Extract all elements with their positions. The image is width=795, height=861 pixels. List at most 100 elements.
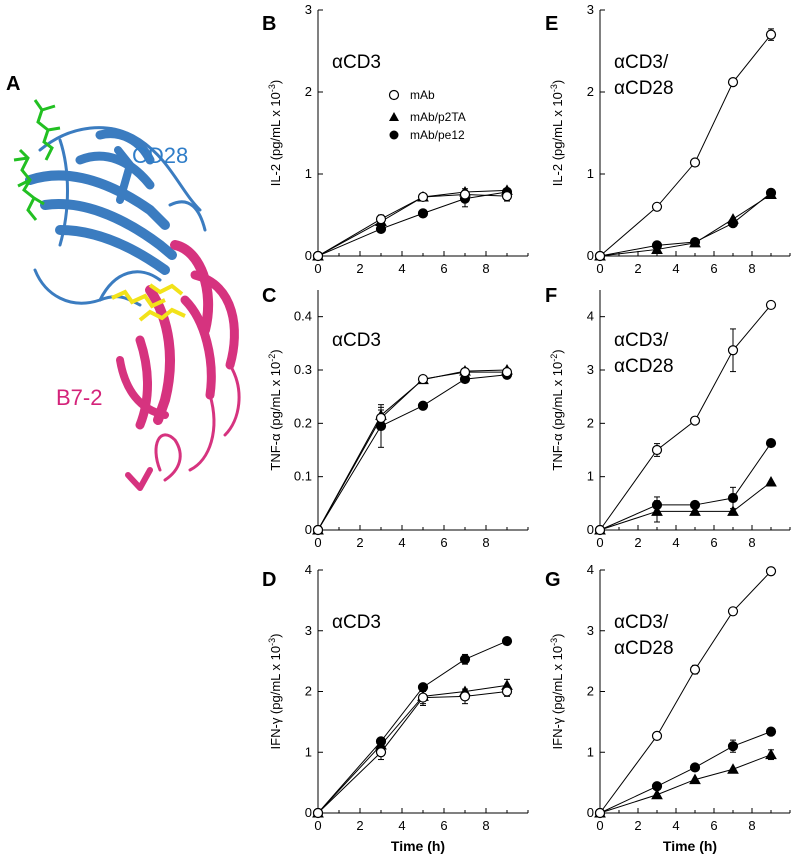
panel-g-y-tick-label: 3 xyxy=(587,623,594,638)
panel-g-data-point-open-circle xyxy=(651,730,663,741)
panel-b-condition-label: αCD3 xyxy=(332,52,381,73)
chart-panel-g: G 0 1 2 3 4 0 2 4 6 8 IFN-γ (pg/mL x 10-3) Time (h) α… xyxy=(545,562,791,854)
panel-e-y-tick-label: 1 xyxy=(587,166,594,181)
panel-g-data-point-open-circle xyxy=(594,807,606,819)
panel-g-series-line-mab-pe12 xyxy=(599,731,772,814)
panel-b-x-tick-label: 4 xyxy=(398,261,405,276)
panel-c-data-point-open-circle xyxy=(312,524,324,536)
panel-d-y-tick-label: 1 xyxy=(305,744,312,759)
panel-g-data-point-triangle xyxy=(689,773,701,785)
chart-panel-e: E 0 1 2 3 0 2 4 6 8 IL-2 (pg/mL x 10-3) αCD3/αCD28 xyxy=(545,2,791,276)
panel-c-x-tick-label: 2 xyxy=(356,535,363,550)
panel-g-data-point-open-circle xyxy=(765,566,777,577)
panel-d-series-line-mab xyxy=(317,691,508,814)
panel-f-y-tick-label: 2 xyxy=(587,415,594,430)
panel-g-x-tick-label: 2 xyxy=(634,818,641,833)
panel-b-x-tick-label: 2 xyxy=(356,261,363,276)
panel-g-y-tick-label: 1 xyxy=(587,744,594,759)
panel-e-data-point-triangle xyxy=(765,188,777,199)
panel-d-x-tick-label: 6 xyxy=(440,818,447,833)
panel-b-y-tick-label: 0 xyxy=(305,248,312,263)
panel-e-data-point-open-circle xyxy=(594,250,606,262)
panel-e-data-point-open-circle xyxy=(727,77,739,88)
panel-g-condition-label: αCD28 xyxy=(614,638,674,659)
panel-f-data-point-triangle xyxy=(689,505,701,516)
panel-d-x-tick-label: 0 xyxy=(314,818,321,833)
panel-b-letter: B xyxy=(262,13,276,35)
panel-d-data-point-open-circle xyxy=(417,692,429,703)
panel-c-y-axis-label: TNF-α (pg/mL x 10-2) xyxy=(267,349,283,470)
panel-b-x-tick-label: 8 xyxy=(482,261,489,276)
panel-b-y-tick-label: 3 xyxy=(305,2,312,17)
panel-d-condition-label: αCD3 xyxy=(332,612,381,633)
panel-f-data-point-triangle xyxy=(765,475,777,487)
panel-g-data-point-open-circle xyxy=(727,606,739,617)
panel-d-data-point-open-circle xyxy=(312,807,324,819)
panel-c-data-point-open-circle xyxy=(375,412,387,424)
panel-f-data-point-filled-circle xyxy=(727,492,739,504)
panel-g-x-tick-label: 4 xyxy=(672,818,679,833)
panel-f-condition-label: αCD3/ xyxy=(614,330,669,351)
panel-e-series-line-mab-p2ta xyxy=(599,194,772,257)
panel-b-x-tick-label: 6 xyxy=(440,261,447,276)
panel-d-y-tick-label: 0 xyxy=(305,805,312,820)
panel-b-x-tick-label: 0 xyxy=(314,261,321,276)
panel-f-y-tick-label: 3 xyxy=(587,362,594,377)
chart-panel-b: B 0 1 2 3 0 2 4 6 8 IL-2 (pg/mL x 10-3) αCD3 xyxy=(262,2,529,276)
panel-e-x-tick-label: 6 xyxy=(710,261,717,276)
green-ligand xyxy=(13,99,61,221)
panel-b-y-tick-label: 1 xyxy=(305,166,312,181)
panel-e-data-point-triangle xyxy=(651,243,663,254)
panel-c-series-line-mab-p2ta xyxy=(317,369,508,531)
panel-g-y-tick-label: 0 xyxy=(587,805,594,820)
panel-d-data-point-open-circle xyxy=(501,686,513,697)
panel-d-x-axis-label: Time (h) xyxy=(391,838,445,854)
legend-label-pe12: mAb/pe12 xyxy=(410,128,465,142)
panel-f-data-point-open-circle xyxy=(765,299,777,311)
panel-d-series-line-mab-p2ta xyxy=(317,684,508,814)
panel-f-x-tick-label: 4 xyxy=(672,535,679,550)
panel-d-x-tick-label: 2 xyxy=(356,818,363,833)
panel-g-data-point-filled-circle xyxy=(765,726,777,737)
panel-e-y-tick-label: 3 xyxy=(587,2,594,17)
panel-b-data-point-open-circle xyxy=(312,250,324,262)
panel-g-data-point-filled-circle xyxy=(689,762,701,773)
chart-panel-d: D 0 1 2 3 4 0 2 4 6 8 IFN-γ (pg/mL x 10-3) Time (h) α… xyxy=(262,562,529,854)
legend-label-mab: mAb xyxy=(410,88,435,102)
cd28-label: CD28 xyxy=(132,143,188,168)
panel-f-y-tick-label: 4 xyxy=(587,309,594,324)
legend-marker-triangle xyxy=(389,112,399,121)
panel-e-data-point-open-circle xyxy=(765,29,777,40)
panel-g-x-tick-label: 0 xyxy=(596,818,603,833)
panel-b-y-axis-label: IL-2 (pg/mL x 10-3) xyxy=(267,80,283,187)
panel-e-y-tick-label: 2 xyxy=(587,84,594,99)
panel-c-y-tick-label: 0 xyxy=(305,522,312,537)
panel-f-letter: F xyxy=(545,285,557,307)
panel-d-data-point-open-circle xyxy=(459,691,471,702)
panel-f-data-point-open-circle xyxy=(594,524,606,536)
panel-d-x-tick-label: 8 xyxy=(482,818,489,833)
panel-g-x-tick-label: 6 xyxy=(710,818,717,833)
panel-e-letter: E xyxy=(545,13,558,35)
panel-g-data-point-triangle xyxy=(651,788,663,800)
panel-e-x-tick-label: 4 xyxy=(672,261,679,276)
panel-c-x-tick-label: 0 xyxy=(314,535,321,550)
panel-f-y-axis-label: TNF-α (pg/mL x 10-2) xyxy=(549,349,565,470)
panel-d-x-tick-label: 4 xyxy=(398,818,405,833)
panel-c-series-line-mab xyxy=(317,371,507,531)
panel-g-data-point-open-circle xyxy=(689,664,701,675)
panel-c-condition-label: αCD3 xyxy=(332,330,381,351)
panel-f-data-point-triangle xyxy=(651,505,663,516)
panel-e-data-point-triangle xyxy=(727,213,739,224)
panel-b-series-line-mab-p2ta xyxy=(317,189,508,257)
panel-e-condition-label: αCD3/ xyxy=(614,52,669,73)
panel-f-x-tick-label: 8 xyxy=(748,535,755,550)
panel-c-data-point-open-circle xyxy=(417,373,429,385)
panel-b-data-point-open-circle xyxy=(417,191,429,203)
legend: mAb mAb/p2TA mAb/pe12 xyxy=(388,88,466,142)
panel-b-y-tick-label: 2 xyxy=(305,84,312,99)
panel-c-series-line-mab-pe12 xyxy=(317,374,508,531)
panel-e-x-tick-label: 2 xyxy=(634,261,641,276)
panel-d-y-tick-label: 4 xyxy=(305,562,312,577)
panel-c-data-point-open-circle xyxy=(459,367,471,378)
